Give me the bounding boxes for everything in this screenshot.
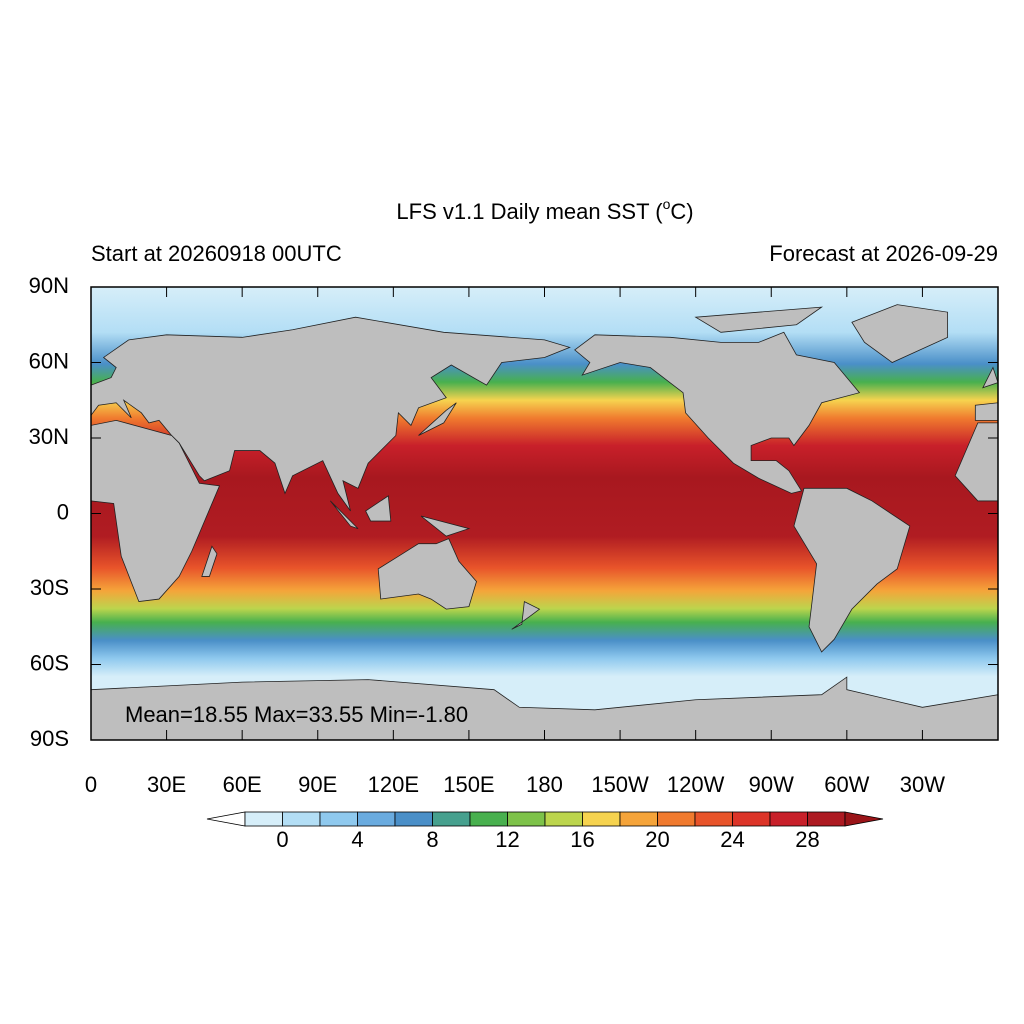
y-tick-label: 30N: [29, 424, 69, 449]
colorbar-box: [432, 811, 471, 827]
colorbar-box: [582, 811, 621, 827]
right-string: Forecast at 2026-09-29: [769, 241, 998, 266]
landmass: [377, 538, 477, 610]
x-tick-label: 150E: [443, 772, 494, 797]
colorbar-label: 12: [495, 827, 519, 852]
y-tick-label: 60N: [29, 348, 69, 373]
colorbar-label: 8: [426, 827, 438, 852]
x-tick-label: 0: [85, 772, 97, 797]
y-tick-label: 60S: [30, 650, 69, 675]
title-end: C): [670, 199, 693, 224]
title-sup: o: [663, 196, 671, 212]
colorbar-box: [732, 811, 771, 827]
landmass: [418, 402, 457, 436]
y-tick-label: 90N: [29, 273, 69, 298]
landmass: [694, 306, 824, 333]
title-text: LFS v1.1 Daily mean SST (: [396, 199, 663, 224]
landmass: [90, 316, 571, 512]
x-tick-label: 30W: [900, 772, 945, 797]
x-tick-label: 120W: [667, 772, 725, 797]
landmass: [851, 304, 949, 363]
x-tick-label: 180: [526, 772, 563, 797]
landmass: [982, 366, 999, 389]
colorbar-box: [657, 811, 696, 827]
colorbar-box: [507, 811, 546, 827]
landmass: [365, 495, 392, 522]
colorbar-label: 4: [351, 827, 363, 852]
landmass: [330, 500, 359, 529]
colorbar-box: [769, 811, 808, 827]
title: LFS v1.1 Daily mean SST (oC): [396, 196, 693, 224]
colorbar-box: [394, 811, 433, 827]
colorbar-box: [807, 811, 846, 827]
x-tick-label: 60E: [223, 772, 262, 797]
land: [90, 304, 999, 741]
landmass: [511, 600, 541, 630]
colorbar-over: [844, 811, 884, 827]
y-tick-label: 90S: [30, 726, 69, 751]
x-tick-label: 30E: [147, 772, 186, 797]
colorbar-label: 20: [645, 827, 669, 852]
y-tick-label: 0: [57, 499, 69, 524]
landmass: [974, 402, 999, 421]
colorbar-label: 28: [795, 827, 819, 852]
colorbar-box: [357, 811, 396, 827]
y-tick-label: 30S: [30, 575, 69, 600]
colorbar-box: [469, 811, 508, 827]
x-tick-label: 120E: [368, 772, 419, 797]
landmass: [793, 487, 911, 653]
colorbar-box: [244, 811, 283, 827]
colorbar-label: 24: [720, 827, 744, 852]
colorbar-label: 16: [570, 827, 594, 852]
left-string: Start at 20260918 00UTC: [91, 241, 342, 266]
stats-annotation: Mean=18.55 Max=33.55 Min=-1.80: [125, 702, 468, 727]
x-tick-label: 90E: [298, 772, 337, 797]
colorbar-under: [206, 811, 246, 827]
landmass: [90, 419, 221, 603]
x-tick-label: 150W: [591, 772, 649, 797]
landmass: [420, 515, 471, 537]
landmass: [201, 545, 218, 577]
colorbar-box: [282, 811, 321, 827]
x-tick-label: 90W: [749, 772, 794, 797]
colorbar-label: 0: [276, 827, 288, 852]
landmass: [574, 331, 861, 494]
colorbar-box: [694, 811, 733, 827]
colorbar-box: [544, 811, 583, 827]
colorbar-box: [619, 811, 658, 827]
colorbar-box: [319, 811, 358, 827]
x-tick-label: 60W: [824, 772, 869, 797]
